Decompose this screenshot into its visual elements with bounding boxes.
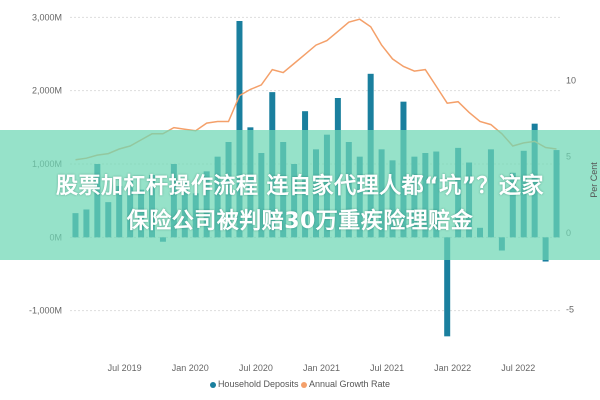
x-tick-label: Jul 2022 xyxy=(501,363,535,373)
headline-banner: 股票加杠杆操作流程 连自家代理人都“坑”？这家 保险公司被判赔30万重疾险理赔金 xyxy=(0,130,600,260)
y-right-tick-label: -5 xyxy=(566,304,574,314)
legend-marker-icon xyxy=(301,381,308,388)
headline-line-2: 保险公司被判赔30万重疾险理赔金 xyxy=(126,209,474,234)
bar[interactable] xyxy=(444,237,451,337)
headline-line-1: 股票加杠杆操作流程 连自家代理人都“坑”？这家 xyxy=(55,174,545,199)
legend-item-annual-growth-rate[interactable]: Annual Growth Rate xyxy=(301,379,390,389)
legend-marker-icon xyxy=(209,381,216,388)
x-tick-label: Jan 2022 xyxy=(434,363,471,373)
x-tick-label: Jan 2020 xyxy=(172,363,209,373)
legend-item-household-deposits[interactable]: Household Deposits xyxy=(209,379,299,389)
x-tick-label: Jul 2020 xyxy=(239,363,273,373)
x-tick-label: Jul 2021 xyxy=(370,363,404,373)
y-left-tick-label: 3,000M xyxy=(32,12,62,22)
x-axis: Jul 2019 Jan 2020 Jul 2020 Jan 2021 Jul 2021… xyxy=(108,363,536,373)
y-right-tick-label: 10 xyxy=(566,75,576,85)
y-left-tick-label: 2,000M xyxy=(32,86,62,96)
right-axis-title: Per Cent xyxy=(589,162,599,198)
y-left-tick-label: -1,000M xyxy=(29,306,62,316)
legend: Household Deposits Annual Growth Rate xyxy=(0,379,600,389)
bar[interactable] xyxy=(236,21,243,238)
x-tick-label: Jan 2021 xyxy=(303,363,340,373)
x-tick-label: Jul 2019 xyxy=(108,363,142,373)
